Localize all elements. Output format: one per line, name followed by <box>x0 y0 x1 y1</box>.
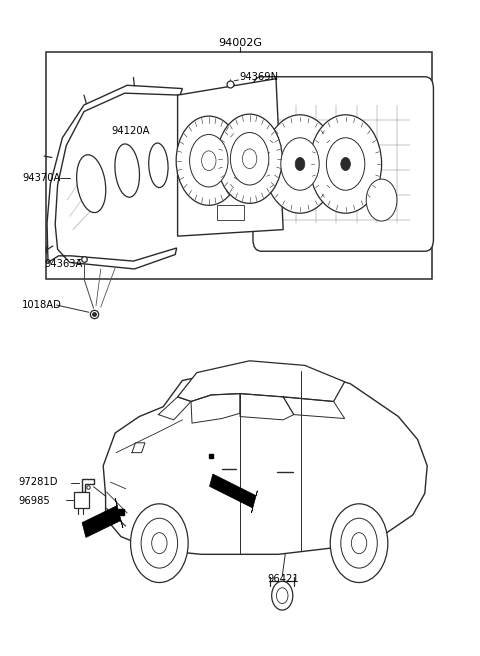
Bar <box>46 52 432 279</box>
Circle shape <box>230 133 269 185</box>
Circle shape <box>310 115 382 213</box>
Circle shape <box>326 138 365 190</box>
Circle shape <box>295 157 305 171</box>
Text: 94369N: 94369N <box>239 72 278 83</box>
Text: 96985: 96985 <box>18 495 50 506</box>
Text: 94370A: 94370A <box>22 173 60 184</box>
Circle shape <box>264 115 336 213</box>
Circle shape <box>341 157 350 171</box>
Bar <box>217 205 244 220</box>
Circle shape <box>202 151 216 171</box>
Polygon shape <box>178 361 345 401</box>
Ellipse shape <box>149 143 168 188</box>
Text: 1018AD: 1018AD <box>22 300 61 310</box>
Ellipse shape <box>115 144 140 197</box>
Circle shape <box>131 504 188 583</box>
Polygon shape <box>103 367 427 554</box>
Circle shape <box>272 581 293 610</box>
Circle shape <box>351 533 367 554</box>
Circle shape <box>330 504 388 583</box>
Polygon shape <box>178 79 283 236</box>
Circle shape <box>242 149 257 169</box>
Text: 96421: 96421 <box>268 573 300 584</box>
Circle shape <box>176 116 241 205</box>
Polygon shape <box>210 474 257 513</box>
Bar <box>74 492 89 508</box>
Text: 94002G: 94002G <box>218 37 262 48</box>
FancyBboxPatch shape <box>253 77 433 251</box>
Text: 94120A: 94120A <box>111 126 150 136</box>
Circle shape <box>190 134 228 187</box>
Ellipse shape <box>77 155 106 213</box>
Polygon shape <box>82 498 123 537</box>
Circle shape <box>366 179 397 221</box>
Text: 94363A: 94363A <box>45 259 83 270</box>
Polygon shape <box>47 85 182 269</box>
Circle shape <box>217 114 282 203</box>
Circle shape <box>281 138 319 190</box>
Circle shape <box>276 588 288 604</box>
Circle shape <box>152 533 167 554</box>
Circle shape <box>341 518 377 568</box>
Circle shape <box>141 518 178 568</box>
Text: 97281D: 97281D <box>18 477 58 487</box>
